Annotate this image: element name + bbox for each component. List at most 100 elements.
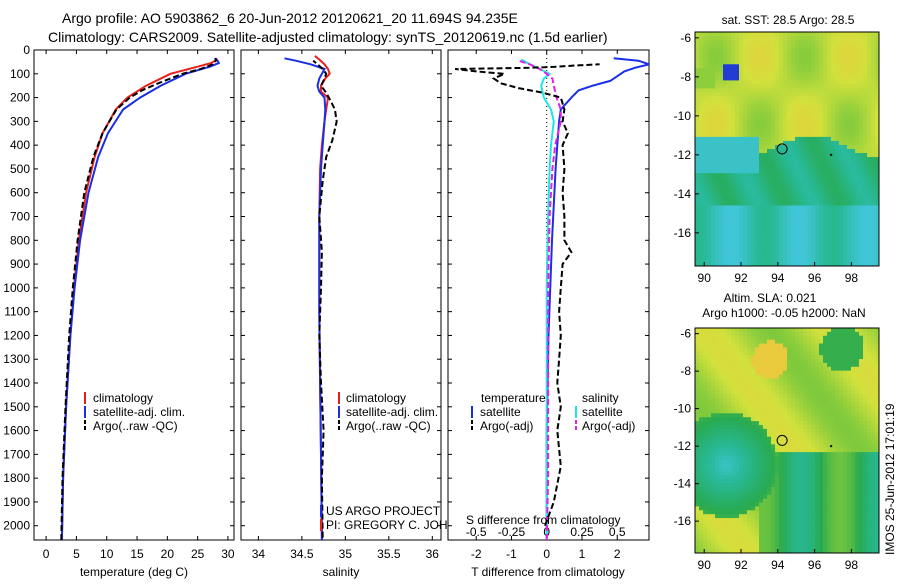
heatmap-cell bbox=[699, 129, 704, 134]
heatmap-cell bbox=[839, 48, 844, 53]
heatmap-cell bbox=[775, 246, 780, 251]
heatmap-cell bbox=[811, 214, 816, 219]
heatmap-cell bbox=[783, 347, 788, 351]
heatmap-cell bbox=[783, 68, 788, 73]
heatmap-cell bbox=[771, 456, 776, 460]
heatmap-cell bbox=[735, 161, 740, 166]
heatmap-cell bbox=[847, 378, 852, 382]
heatmap-cell bbox=[759, 378, 764, 382]
heatmap-cell bbox=[715, 153, 720, 158]
heatmap-cell bbox=[827, 433, 832, 437]
heatmap-cell bbox=[839, 425, 844, 429]
heatmap-cell bbox=[731, 101, 736, 106]
heatmap-cell bbox=[791, 487, 796, 491]
heatmap-cell bbox=[855, 464, 860, 468]
heatmap-cell bbox=[839, 378, 844, 382]
heatmap-cell bbox=[811, 332, 816, 336]
heatmap-cell bbox=[723, 347, 728, 351]
heatmap-cell bbox=[827, 332, 832, 336]
heatmap-cell bbox=[739, 382, 744, 386]
heatmap-cell bbox=[755, 40, 760, 45]
heatmap-cell bbox=[823, 157, 828, 162]
heatmap-cell bbox=[823, 246, 828, 251]
heatmap-cell bbox=[755, 402, 760, 406]
heatmap-cell bbox=[859, 205, 864, 210]
legend-label-climatology: climatology bbox=[346, 391, 406, 405]
heatmap-cell bbox=[795, 80, 800, 85]
heatmap-cell bbox=[767, 32, 772, 37]
heatmap-cell bbox=[735, 487, 740, 491]
heatmap-cell bbox=[867, 328, 872, 332]
heatmap-cell bbox=[795, 56, 800, 61]
heatmap-cell bbox=[843, 218, 848, 223]
heatmap-cell bbox=[727, 40, 732, 45]
heatmap-cell bbox=[703, 483, 708, 487]
heatmap-cell bbox=[767, 173, 772, 178]
heatmap-cell bbox=[727, 382, 732, 386]
heatmap-cell bbox=[867, 76, 872, 81]
heatmap-cell bbox=[775, 336, 780, 340]
heatmap-cell bbox=[775, 161, 780, 166]
heatmap-cell bbox=[703, 72, 708, 77]
heatmap-cell bbox=[811, 68, 816, 73]
heatmap-cell bbox=[739, 363, 744, 367]
heatmap-cell bbox=[783, 475, 788, 479]
heatmap-cell bbox=[819, 468, 824, 472]
heatmap-cell bbox=[731, 460, 736, 464]
heatmap-cell bbox=[723, 177, 728, 182]
heatmap-cell bbox=[863, 359, 868, 363]
heatmap-cell bbox=[827, 97, 832, 102]
heatmap-cell bbox=[859, 218, 864, 223]
heatmap-cell bbox=[815, 177, 820, 182]
heatmap-cell bbox=[727, 84, 732, 89]
heatmap-cell bbox=[839, 250, 844, 255]
heatmap-cell bbox=[815, 328, 820, 332]
heatmap-cell bbox=[767, 409, 772, 413]
heatmap-cell bbox=[751, 479, 756, 483]
heatmap-cell bbox=[747, 437, 752, 441]
heatmap-cell bbox=[695, 347, 700, 351]
heatmap-cell bbox=[787, 413, 792, 417]
heatmap-cell bbox=[771, 425, 776, 429]
heatmap-cell bbox=[803, 205, 808, 210]
heatmap-cell bbox=[703, 105, 708, 110]
heatmap-cell bbox=[787, 197, 792, 202]
heatmap-cell bbox=[715, 479, 720, 483]
heatmap-cell bbox=[839, 169, 844, 174]
heatmap-cell bbox=[727, 328, 732, 332]
heatmap-cell bbox=[715, 121, 720, 126]
heatmap-cell bbox=[855, 375, 860, 379]
heatmap-cell bbox=[731, 145, 736, 150]
heatmap-cell bbox=[739, 234, 744, 239]
heatmap-cell bbox=[843, 246, 848, 251]
heatmap-cell bbox=[755, 367, 760, 371]
heatmap-cell bbox=[771, 254, 776, 259]
heatmap-cell bbox=[747, 238, 752, 243]
heatmap-cell bbox=[771, 97, 776, 102]
heatmap-cell bbox=[787, 347, 792, 351]
heatmap-cell bbox=[819, 40, 824, 45]
heatmap-cell bbox=[743, 254, 748, 259]
heatmap-cell bbox=[703, 145, 708, 150]
heatmap-cell bbox=[759, 149, 764, 154]
heatmap-cell bbox=[827, 230, 832, 235]
heatmap-cell bbox=[867, 226, 872, 231]
heatmap-cell bbox=[867, 421, 872, 425]
heatmap-cell bbox=[787, 371, 792, 375]
heatmap-cell bbox=[855, 40, 860, 45]
heatmap-cell bbox=[867, 409, 872, 413]
heatmap-cell bbox=[859, 169, 864, 174]
heatmap-cell bbox=[835, 32, 840, 37]
heatmap-cell bbox=[731, 367, 736, 371]
heatmap-cell bbox=[867, 367, 872, 371]
heatmap-cell bbox=[703, 429, 708, 433]
heatmap-cell bbox=[699, 226, 704, 231]
heatmap-cell bbox=[767, 97, 772, 102]
heatmap-cell bbox=[787, 375, 792, 379]
heatmap-cell bbox=[711, 483, 716, 487]
heatmap-cell bbox=[715, 472, 720, 476]
heatmap-cell bbox=[839, 406, 844, 410]
heatmap-cell bbox=[711, 153, 716, 158]
heatmap-cell bbox=[767, 185, 772, 190]
heatmap-cell bbox=[719, 460, 724, 464]
